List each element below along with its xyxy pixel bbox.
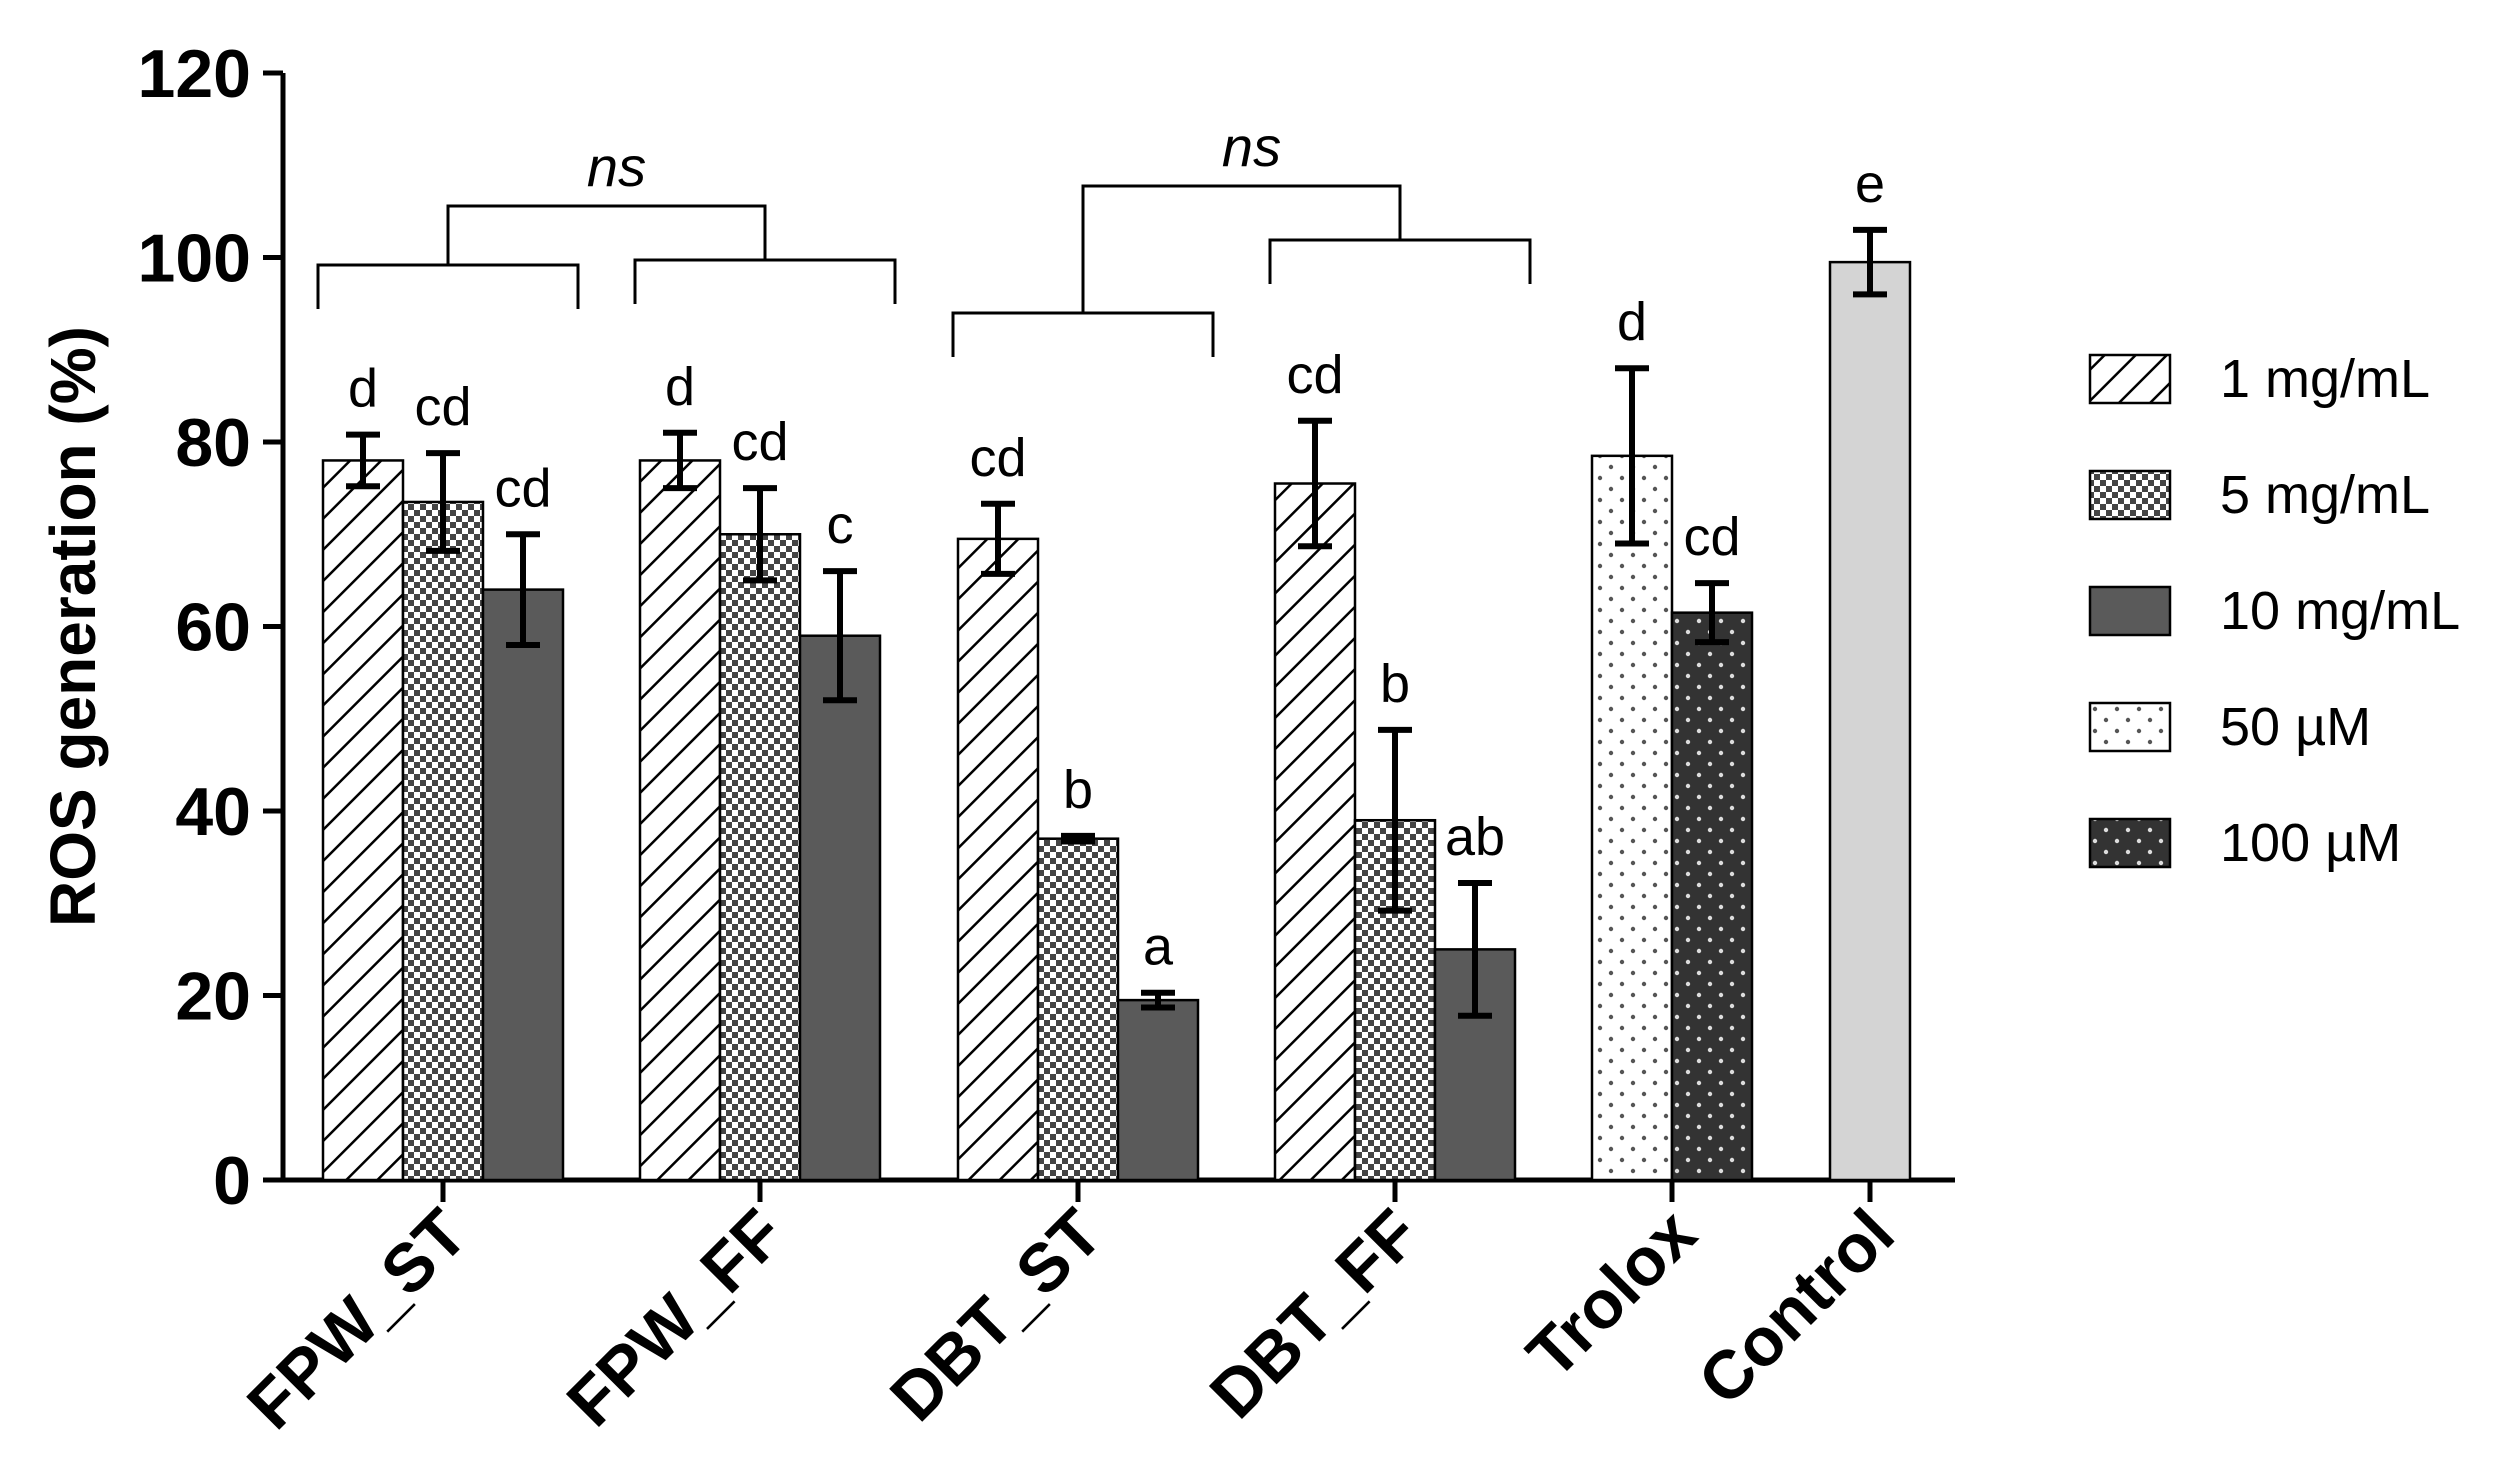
y-axis-label: ROS generation (%): [37, 326, 109, 927]
bar-fpw-ff-1-mg-ml: [638, 459, 722, 1182]
legend-label-10-mg-ml: 10 mg/mL: [2220, 581, 2460, 641]
y-tick-label-40: 40: [175, 774, 251, 850]
bracket-dbt-st-vs-dbt-ff: [1081, 184, 1402, 313]
bar-dbt-st-10-mg-ml: [1116, 998, 1200, 1182]
x-tick-label-control: Control: [1684, 1195, 1909, 1420]
bracket-dbt-ff: [1268, 238, 1532, 284]
legend-swatch-1-mg-ml: [2088, 353, 2172, 405]
sig-letter-dbt-ff-5-mg-ml: b: [1380, 654, 1410, 714]
bar-dbt-st-5-mg-ml: [1036, 837, 1120, 1182]
error-bar-control-control: [1853, 226, 1887, 298]
sig-letter-trolox-50-um: d: [1617, 292, 1647, 352]
legend-swatch-50-um: [2088, 701, 2172, 753]
error-bar-trolox-100-um: [1695, 580, 1729, 646]
bracket-dbt-st: [951, 311, 1215, 357]
y-tick-label-80: 80: [175, 405, 251, 481]
legend-item-10-mg-ml: 10 mg/mL: [2088, 581, 2460, 641]
sig-letter-fpw-st-10-mg-ml: cd: [494, 458, 551, 518]
bar-trolox-50-um: [1590, 454, 1674, 1182]
y-tick-label-120: 120: [138, 36, 251, 112]
sig-letter-control-control: e: [1855, 154, 1885, 214]
sig-letter-fpw-ff-1-mg-ml: d: [665, 357, 695, 417]
x-tick-label-dbt-ff: DBT_FF: [1196, 1195, 1434, 1433]
sig-letter-dbt-st-10-mg-ml: a: [1143, 917, 1174, 977]
legend-item-1-mg-ml: 1 mg/mL: [2088, 349, 2430, 409]
bar-fpw-ff-5-mg-ml: [718, 533, 802, 1182]
y-tick-label-20: 20: [175, 959, 251, 1035]
sig-letter-fpw-ff-10-mg-ml: c: [827, 495, 854, 555]
sig-letter-fpw-st-1-mg-ml: d: [348, 359, 378, 419]
y-tick-label-100: 100: [138, 221, 251, 297]
x-tick-label-trolox: Trolox: [1513, 1195, 1711, 1393]
legend-label-100-um: 100 µM: [2220, 813, 2401, 873]
x-tick-label-dbt-st: DBT_ST: [876, 1195, 1117, 1436]
bar-control-control: [1828, 260, 1912, 1182]
error-bar-dbt-st-10-mg-ml: [1141, 989, 1175, 1011]
legend-swatch-10-mg-ml: [2088, 585, 2172, 637]
legend-label-50-um: 50 µM: [2220, 697, 2371, 757]
sig-letter-dbt-st-5-mg-ml: b: [1063, 760, 1093, 820]
bracket-fpw-st-vs-fpw-ff: [446, 204, 767, 265]
x-tick-label-fpw-st: FPW_ST: [233, 1195, 482, 1444]
sig-letter-trolox-100-um: cd: [1683, 507, 1740, 567]
legend: 1 mg/mL 5 mg/mL 10 mg/mL 50 µM 100 µM: [2088, 349, 2460, 873]
error-bar-dbt-ff-1-mg-ml: [1298, 417, 1332, 550]
sig-letter-dbt-st-1-mg-ml: cd: [969, 428, 1026, 488]
error-bar-fpw-st-1-mg-ml: [346, 431, 380, 490]
legend-item-5-mg-ml: 5 mg/mL: [2088, 465, 2430, 525]
error-bar-dbt-ff-10-mg-ml: [1458, 879, 1492, 1019]
error-bar-fpw-st-5-mg-ml: [426, 450, 460, 554]
error-bar-fpw-ff-10-mg-ml: [823, 568, 857, 704]
y-tick-label-60: 60: [175, 590, 251, 666]
bracket-fpw-st: [316, 263, 580, 309]
legend-label-1-mg-ml: 1 mg/mL: [2220, 349, 2430, 409]
legend-swatch-100-um: [2088, 817, 2172, 869]
error-bar-fpw-st-10-mg-ml: [506, 531, 540, 648]
error-bar-dbt-st-5-mg-ml: [1061, 832, 1095, 845]
sig-letter-fpw-st-5-mg-ml: cd: [414, 377, 471, 437]
error-bar-trolox-50-um: [1615, 365, 1649, 547]
error-bar-dbt-ff-5-mg-ml: [1378, 726, 1412, 914]
bar-dbt-ff-1-mg-ml: [1273, 482, 1357, 1182]
legend-swatch-5-mg-ml: [2088, 469, 2172, 521]
legend-item-100-um: 100 µM: [2088, 813, 2401, 873]
sig-letter-dbt-ff-1-mg-ml: cd: [1286, 345, 1343, 405]
bar-trolox-100-um: [1670, 611, 1754, 1182]
x-tick-label-fpw-ff: FPW_FF: [553, 1195, 799, 1441]
bracket-fpw-ff: [633, 258, 897, 304]
legend-label-5-mg-ml: 5 mg/mL: [2220, 465, 2430, 525]
error-bar-fpw-ff-1-mg-ml: [663, 429, 697, 492]
error-bar-dbt-st-1-mg-ml: [981, 500, 1015, 577]
sig-letter-fpw-ff-5-mg-ml: cd: [731, 412, 788, 472]
bar-fpw-ff-10-mg-ml: [798, 634, 882, 1182]
error-bar-fpw-ff-5-mg-ml: [743, 485, 777, 584]
sig-letter-dbt-ff-10-mg-ml: ab: [1445, 807, 1505, 867]
bar-fpw-st-10-mg-ml: [481, 588, 565, 1182]
y-tick-label-0: 0: [213, 1143, 251, 1219]
ns-label-2: ns: [1222, 115, 1281, 178]
legend-item-50-um: 50 µM: [2088, 697, 2371, 757]
bar-fpw-st-5-mg-ml: [401, 500, 485, 1182]
bar-dbt-st-1-mg-ml: [956, 537, 1040, 1182]
annotations: ns ns: [316, 115, 1532, 357]
ns-label-1: ns: [587, 135, 646, 198]
bar-fpw-st-1-mg-ml: [321, 459, 405, 1182]
